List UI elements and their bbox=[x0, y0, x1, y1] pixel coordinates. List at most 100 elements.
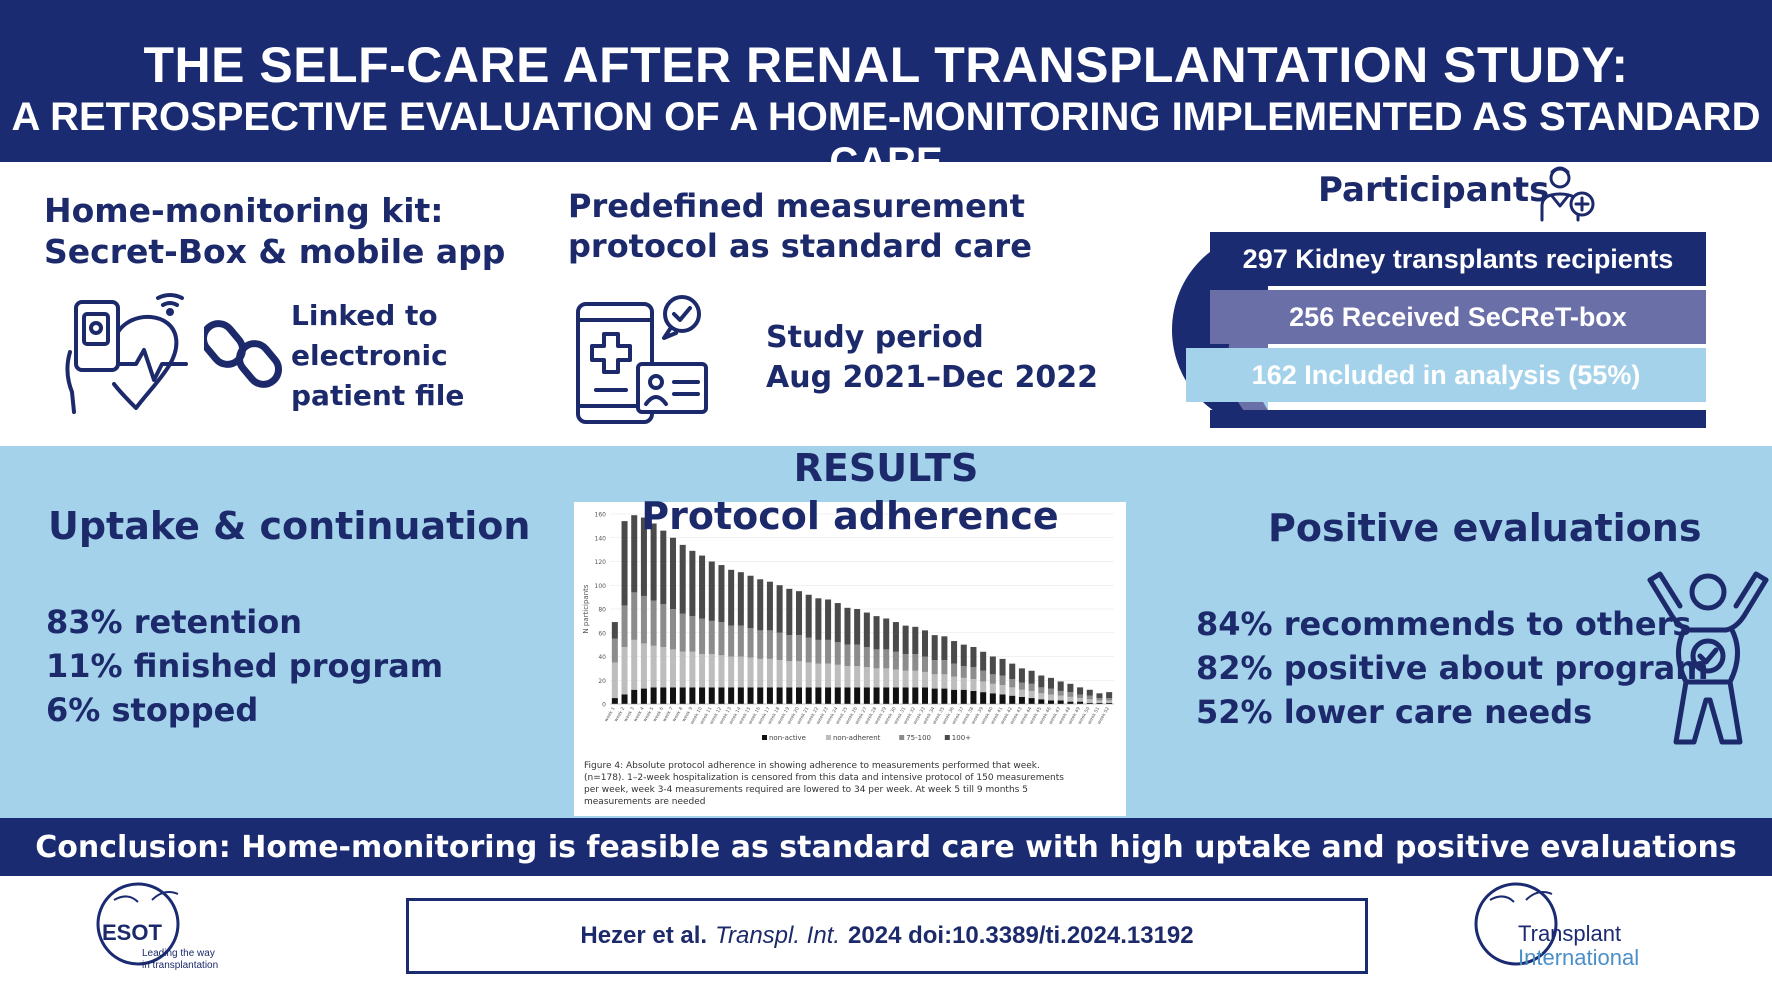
participants-row-received: 256 Received SeCReT-box bbox=[1210, 290, 1706, 344]
chart-bar-segment bbox=[805, 637, 812, 663]
chart-bar-segment bbox=[1018, 668, 1025, 683]
chart-bar-segment bbox=[941, 660, 948, 675]
citation-details: 2024 doi:10.3389/ti.2024.13192 bbox=[848, 922, 1194, 949]
chart-bar-segment bbox=[757, 658, 764, 688]
chart-bar-segment bbox=[912, 687, 919, 704]
chart-bar-segment bbox=[912, 670, 919, 688]
kit-heading: Home-monitoring kit: Secret-Box & mobile… bbox=[44, 191, 506, 272]
chart-bar-segment bbox=[834, 664, 841, 688]
chart-bar-segment bbox=[970, 667, 977, 680]
chart-bar-segment bbox=[1009, 687, 1016, 696]
chart-bar-segment bbox=[883, 649, 890, 669]
chart-bar-segment bbox=[650, 687, 657, 704]
chart-bar-segment bbox=[1106, 700, 1113, 703]
chart-bar-segment bbox=[960, 666, 967, 678]
chart-bar-segment bbox=[1077, 701, 1084, 704]
chart-bar-segment bbox=[669, 537, 677, 609]
chart-bar-segment bbox=[766, 687, 773, 704]
chart-bar-segment bbox=[660, 687, 667, 704]
chart-legend-swatch bbox=[762, 735, 767, 740]
chart-bar-segment bbox=[989, 683, 996, 694]
chart-bar-segment bbox=[980, 681, 987, 693]
chart-bar-segment bbox=[669, 687, 677, 704]
chart-bar-segment bbox=[776, 632, 783, 661]
chart-bar-segment bbox=[757, 687, 764, 704]
chart-bar-segment bbox=[844, 607, 851, 645]
chart-bar-segment bbox=[699, 555, 706, 619]
chart-bar-segment bbox=[912, 654, 919, 671]
chart-bar-segment bbox=[776, 585, 783, 633]
chart-bar-segment bbox=[844, 666, 851, 688]
chart-bar-segment bbox=[805, 594, 812, 638]
chart-bar-segment bbox=[1096, 700, 1103, 703]
chart-bar-segment bbox=[631, 639, 638, 690]
chart-bar-segment bbox=[786, 687, 793, 704]
chart-bar-segment bbox=[892, 669, 899, 688]
chart-bar-segment bbox=[1047, 688, 1055, 695]
chart-bar-segment bbox=[718, 687, 725, 704]
chart-bar-segment bbox=[679, 687, 686, 704]
chart-bar-segment bbox=[747, 628, 754, 658]
chart-bar-segment bbox=[873, 668, 880, 688]
chart-bar-segment bbox=[611, 622, 618, 639]
chart-bar-segment bbox=[699, 618, 706, 655]
chart-bar-segment bbox=[660, 604, 667, 647]
chart-bar-segment bbox=[795, 687, 803, 704]
chart-bar-segment bbox=[728, 687, 735, 704]
chart-y-tick-label: 120 bbox=[595, 559, 607, 566]
chart-bar-segment bbox=[892, 687, 899, 704]
chart-bar-segment bbox=[718, 565, 725, 623]
chart-bar-segment bbox=[1077, 687, 1084, 695]
funnel-base bbox=[1210, 410, 1706, 428]
chart-bar-segment bbox=[825, 687, 832, 704]
chart-bar-segment bbox=[1009, 663, 1016, 680]
chart-bar-segment bbox=[1028, 683, 1035, 691]
chart-bar-segment bbox=[863, 612, 870, 647]
chart-bar-segment bbox=[921, 687, 929, 704]
chart-bar-segment bbox=[1067, 701, 1074, 704]
uptake-item: 6% stopped bbox=[46, 691, 259, 729]
chart-legend-label: 100+ bbox=[952, 734, 971, 742]
title-line-2: A RETROSPECTIVE EVALUATION OF A HOME-MON… bbox=[11, 95, 1761, 184]
chart-bar-segment bbox=[757, 579, 764, 631]
chart-y-tick-label: 0 bbox=[602, 702, 606, 709]
ti-logo-text: Transplant International bbox=[1518, 921, 1640, 970]
chart-bar-segment bbox=[679, 651, 686, 688]
chart-legend-label: non-active bbox=[769, 734, 806, 742]
chart-bar-segment bbox=[931, 660, 938, 675]
chart-bar-segment bbox=[786, 661, 793, 688]
chart-bar-segment bbox=[825, 663, 832, 688]
chart-bar-segment bbox=[941, 674, 948, 689]
chart-bar-segment bbox=[1038, 687, 1045, 694]
chart-bar-segment bbox=[737, 687, 744, 704]
chart-bar-segment bbox=[747, 575, 754, 628]
chart-bar-segment bbox=[1009, 695, 1016, 704]
chart-bar-segment bbox=[718, 655, 725, 688]
chart-bar-segment bbox=[766, 658, 773, 688]
citation-box: Hezer et al. Transpl. Int. 2024 doi:10.3… bbox=[406, 898, 1368, 974]
chart-bar-segment bbox=[854, 666, 861, 688]
chart-bar-segment bbox=[873, 687, 880, 704]
chart-bar-segment bbox=[970, 647, 977, 668]
chart-bar-segment bbox=[825, 639, 832, 664]
chart-bar-segment bbox=[766, 630, 773, 659]
chart-bar-segment bbox=[1077, 698, 1084, 702]
chart-bar-segment bbox=[902, 687, 909, 704]
chart-bar-segment bbox=[669, 649, 677, 688]
uptake-heading: Uptake & continuation bbox=[48, 504, 531, 548]
chart-bar-segment bbox=[854, 687, 861, 704]
positive-item: 52% lower care needs bbox=[1196, 693, 1593, 731]
positive-item: 84% recommends to others bbox=[1196, 605, 1692, 643]
adherence-chart: 0 20 40 60 80 100 120 140 160 N participants week … bbox=[574, 502, 1126, 816]
chart-bar-segment bbox=[999, 685, 1006, 695]
chart-bar-segment bbox=[640, 517, 647, 596]
chain-link-icon bbox=[204, 320, 282, 388]
chart-bar-segment bbox=[621, 647, 628, 695]
chart-bar-segment bbox=[805, 687, 812, 704]
chart-bar-segment bbox=[1009, 679, 1016, 688]
chart-bar-segment bbox=[873, 616, 880, 650]
chart-bar-segment bbox=[786, 635, 793, 662]
chart-bar-segment bbox=[669, 609, 677, 650]
chart-bar-segment bbox=[1047, 700, 1055, 704]
chart-bar-segment bbox=[776, 687, 783, 704]
